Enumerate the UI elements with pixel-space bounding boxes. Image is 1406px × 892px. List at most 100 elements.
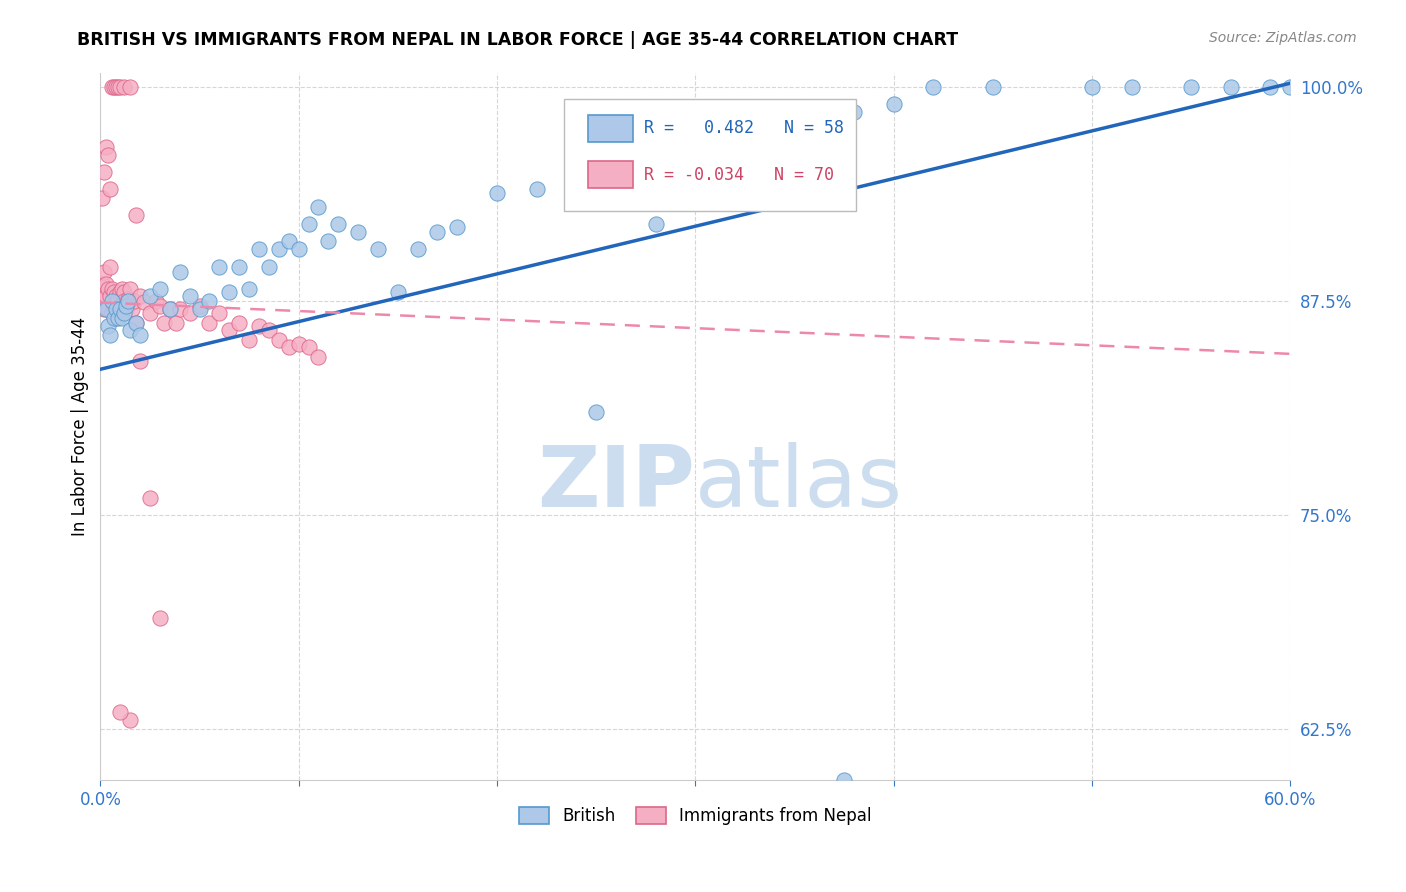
Point (406, 243, 429, 257)
Point (96, 302, 118, 317)
Point (103, 310, 125, 325)
Point (1219, 79, 1241, 94)
Point (107, 302, 129, 317)
Point (98, 182, 121, 196)
Legend: British, Immigrants from Nepal: British, Immigrants from Nepal (519, 807, 872, 825)
Point (101, 306, 124, 320)
Point (1180, 79, 1202, 94)
Point (98, 328, 121, 343)
Text: R = -0.034   N = 70: R = -0.034 N = 70 (644, 166, 834, 184)
Point (96, 288, 118, 302)
Point (526, 182, 548, 196)
Point (101, 293, 124, 308)
Point (105, 288, 128, 302)
Point (257, 260, 280, 274)
Point (91, 288, 114, 302)
Point (1260, 79, 1282, 94)
Point (318, 234, 340, 248)
Point (842, 105, 865, 120)
Point (112, 293, 135, 308)
Point (169, 265, 191, 279)
Point (1279, 79, 1302, 94)
Point (101, 282, 124, 296)
FancyBboxPatch shape (588, 161, 633, 188)
Point (101, 79, 124, 94)
Point (117, 293, 139, 308)
Point (1081, 79, 1104, 94)
Point (108, 705, 131, 719)
Point (97, 319, 120, 334)
Point (107, 292, 129, 306)
Text: atlas: atlas (695, 442, 903, 524)
FancyBboxPatch shape (588, 115, 633, 142)
Point (107, 310, 129, 325)
Point (198, 316, 221, 330)
Y-axis label: In Labor Force | Age 35-44: In Labor Force | Age 35-44 (72, 317, 89, 536)
Point (832, 773, 855, 788)
Point (159, 302, 181, 317)
Point (120, 714, 142, 728)
Point (93, 265, 115, 279)
Point (149, 299, 172, 313)
Point (139, 306, 162, 320)
Point (129, 353, 152, 368)
Point (238, 333, 260, 347)
Point (277, 340, 299, 354)
Point (129, 288, 152, 302)
Point (125, 316, 148, 330)
Point (228, 260, 250, 274)
Point (208, 306, 231, 320)
Point (97, 302, 120, 317)
Point (218, 285, 240, 300)
Point (105, 79, 128, 94)
Point (1121, 79, 1143, 94)
Point (585, 405, 607, 419)
Point (93, 302, 115, 317)
Point (446, 220, 468, 235)
Point (120, 282, 142, 296)
Point (169, 302, 191, 317)
Point (208, 260, 231, 274)
Point (97, 282, 120, 296)
Point (247, 319, 270, 334)
Point (179, 288, 201, 302)
Point (277, 234, 299, 248)
Point (159, 302, 181, 317)
Point (96, 139, 118, 153)
Point (149, 610, 172, 624)
Point (125, 316, 148, 330)
Point (91, 191, 114, 205)
Point (122, 293, 145, 308)
Point (297, 340, 319, 354)
Point (105, 310, 128, 325)
Point (103, 79, 125, 94)
Point (120, 79, 142, 94)
Point (129, 328, 152, 343)
Point (287, 243, 309, 257)
Text: ZIP: ZIP (537, 442, 695, 524)
Point (108, 79, 131, 94)
Point (98, 260, 121, 274)
Point (112, 79, 135, 94)
Point (238, 282, 260, 296)
Point (120, 323, 142, 337)
Point (149, 282, 172, 296)
FancyBboxPatch shape (564, 99, 856, 211)
Point (117, 292, 139, 306)
Point (165, 316, 187, 330)
Point (485, 186, 508, 200)
Point (247, 243, 270, 257)
Point (228, 316, 250, 330)
Point (644, 217, 666, 231)
Point (347, 225, 370, 239)
Point (267, 243, 290, 257)
Point (111, 299, 134, 313)
Point (96, 277, 118, 291)
Point (724, 148, 747, 162)
Point (883, 96, 905, 111)
Point (198, 293, 221, 308)
Point (188, 302, 211, 317)
Point (328, 217, 350, 231)
Text: BRITISH VS IMMIGRANTS FROM NEPAL IN LABOR FORCE | AGE 35-44 CORRELATION CHART: BRITISH VS IMMIGRANTS FROM NEPAL IN LABO… (77, 31, 959, 49)
Point (111, 310, 134, 325)
